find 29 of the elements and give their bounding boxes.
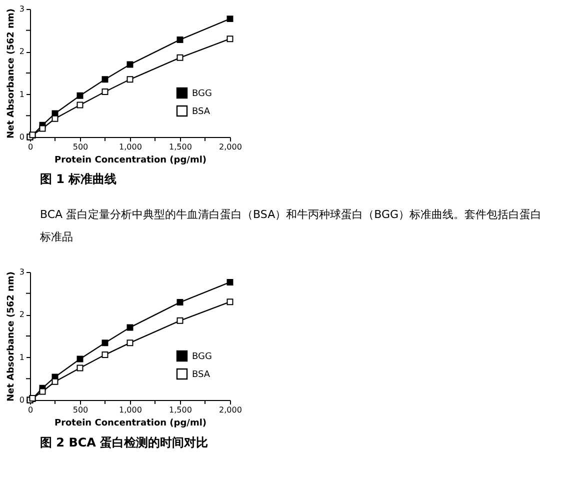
legend-label: BGG	[192, 89, 212, 99]
x-tick-label: 500	[72, 142, 88, 152]
y-tick-label: 1	[19, 352, 24, 362]
x-tick-label: 0	[28, 406, 34, 414]
y-tick-label: 3	[19, 268, 24, 276]
y-tick-label: 0	[19, 132, 24, 142]
y-tick-label: 3	[19, 4, 24, 14]
x-tick-label: 1,000	[119, 406, 142, 414]
x-tick-label: 2,000	[219, 406, 242, 414]
x-tick-label: 0	[28, 142, 34, 152]
y-tick-label: 0	[19, 396, 24, 404]
y-axis-title: Net Absorbance (562 nm)	[6, 272, 16, 402]
legend-label: BSA	[192, 107, 211, 117]
legend-label: BGG	[192, 352, 212, 362]
y-tick-label: 2	[19, 47, 24, 56]
x-tick-label: 1,500	[169, 406, 192, 414]
text: BCA 蛋白定量分析中典型的牛血清白蛋白（BSA）和牛丙种球蛋白（BGG）标准曲线。套件包括白蛋白标准品	[39, 208, 542, 244]
x-tick-label: 500	[72, 406, 88, 414]
x-tick-label: 2,000	[219, 142, 242, 152]
caption: 图 2 BCA 蛋白检测的时间对比	[40, 436, 208, 450]
x-axis-title: Protein Concentration (pg/ml)	[54, 418, 207, 428]
y-tick-label: 2	[19, 310, 24, 320]
x-axis-title: Protein Concentration (pg/ml)	[54, 156, 207, 166]
caption: 图 1 标准曲线	[40, 172, 117, 186]
legend-label: BSA	[192, 370, 211, 380]
y-tick-label: 1	[19, 90, 24, 99]
y-axis-title: Net Absorbance (562 nm)	[6, 8, 16, 138]
x-tick-label: 1,000	[119, 142, 142, 152]
x-tick-label: 1,500	[169, 142, 192, 152]
